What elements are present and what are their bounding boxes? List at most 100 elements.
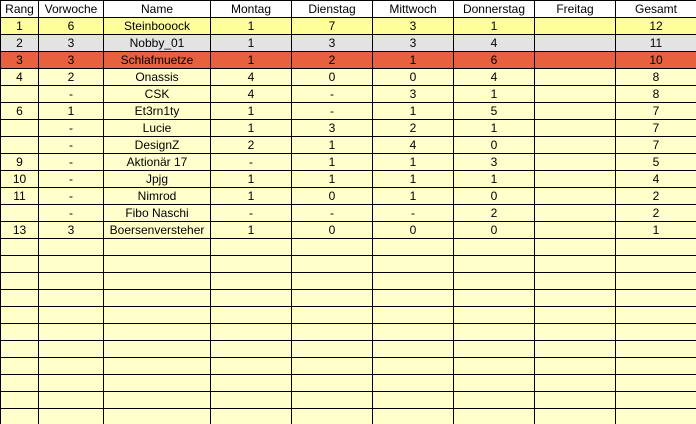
- cell[interactable]: 4: [453, 68, 535, 86]
- cell[interactable]: 10: [615, 51, 696, 69]
- empty-cell[interactable]: [453, 391, 535, 409]
- cell[interactable]: 2: [38, 68, 104, 86]
- empty-cell[interactable]: [0, 374, 39, 392]
- empty-cell[interactable]: [210, 272, 292, 290]
- cell[interactable]: [0, 85, 39, 103]
- empty-cell[interactable]: [291, 408, 373, 424]
- empty-cell[interactable]: [615, 272, 696, 290]
- cell[interactable]: 2: [291, 51, 373, 69]
- cell[interactable]: 1: [372, 187, 454, 205]
- cell[interactable]: [534, 136, 616, 154]
- cell[interactable]: 12: [615, 17, 696, 35]
- cell[interactable]: 1: [372, 51, 454, 69]
- empty-cell[interactable]: [453, 289, 535, 307]
- cell[interactable]: [534, 204, 616, 222]
- cell[interactable]: 4: [615, 170, 696, 188]
- cell[interactable]: [534, 85, 616, 103]
- cell[interactable]: [534, 187, 616, 205]
- empty-cell[interactable]: [615, 238, 696, 256]
- cell[interactable]: -: [38, 85, 104, 103]
- empty-cell[interactable]: [615, 306, 696, 324]
- empty-cell[interactable]: [453, 408, 535, 424]
- empty-cell[interactable]: [103, 374, 211, 392]
- empty-cell[interactable]: [0, 323, 39, 341]
- cell[interactable]: CSK: [103, 85, 211, 103]
- cell[interactable]: 1: [291, 170, 373, 188]
- empty-cell[interactable]: [453, 374, 535, 392]
- empty-cell[interactable]: [453, 323, 535, 341]
- empty-cell[interactable]: [372, 391, 454, 409]
- cell[interactable]: [0, 136, 39, 154]
- empty-cell[interactable]: [291, 374, 373, 392]
- column-header[interactable]: Vorwoche: [38, 0, 104, 18]
- cell[interactable]: [534, 170, 616, 188]
- cell[interactable]: 2: [453, 204, 535, 222]
- empty-cell[interactable]: [38, 408, 104, 424]
- empty-cell[interactable]: [453, 255, 535, 273]
- cell[interactable]: Schlafmuetze: [103, 51, 211, 69]
- cell[interactable]: 3: [453, 153, 535, 171]
- empty-cell[interactable]: [210, 374, 292, 392]
- cell[interactable]: -: [210, 204, 292, 222]
- empty-cell[interactable]: [615, 408, 696, 424]
- empty-cell[interactable]: [0, 272, 39, 290]
- cell[interactable]: [534, 51, 616, 69]
- cell[interactable]: 6: [0, 102, 39, 120]
- cell[interactable]: -: [38, 204, 104, 222]
- empty-cell[interactable]: [38, 306, 104, 324]
- empty-cell[interactable]: [534, 391, 616, 409]
- empty-cell[interactable]: [38, 272, 104, 290]
- cell[interactable]: Steinbooock: [103, 17, 211, 35]
- empty-cell[interactable]: [372, 272, 454, 290]
- column-header[interactable]: Freitag: [534, 0, 616, 18]
- empty-cell[interactable]: [453, 306, 535, 324]
- cell[interactable]: -: [38, 170, 104, 188]
- empty-cell[interactable]: [372, 255, 454, 273]
- column-header[interactable]: Gesamt: [615, 0, 696, 18]
- empty-cell[interactable]: [210, 340, 292, 358]
- cell[interactable]: 4: [210, 68, 292, 86]
- cell[interactable]: 6: [453, 51, 535, 69]
- cell[interactable]: 3: [0, 51, 39, 69]
- empty-cell[interactable]: [38, 255, 104, 273]
- cell[interactable]: 5: [453, 102, 535, 120]
- cell[interactable]: 7: [615, 102, 696, 120]
- empty-cell[interactable]: [372, 323, 454, 341]
- cell[interactable]: 2: [372, 119, 454, 137]
- cell[interactable]: 6: [38, 17, 104, 35]
- empty-cell[interactable]: [291, 238, 373, 256]
- empty-cell[interactable]: [210, 408, 292, 424]
- cell[interactable]: 1: [453, 119, 535, 137]
- cell[interactable]: 1: [291, 153, 373, 171]
- cell[interactable]: 4: [453, 34, 535, 52]
- cell[interactable]: 2: [615, 204, 696, 222]
- cell[interactable]: -: [210, 153, 292, 171]
- cell[interactable]: -: [291, 85, 373, 103]
- cell[interactable]: 3: [38, 221, 104, 239]
- empty-cell[interactable]: [0, 238, 39, 256]
- empty-cell[interactable]: [453, 357, 535, 375]
- empty-cell[interactable]: [210, 323, 292, 341]
- empty-cell[interactable]: [534, 408, 616, 424]
- cell[interactable]: 4: [372, 136, 454, 154]
- cell[interactable]: 1: [615, 221, 696, 239]
- cell[interactable]: -: [291, 204, 373, 222]
- empty-cell[interactable]: [103, 357, 211, 375]
- empty-cell[interactable]: [103, 238, 211, 256]
- empty-cell[interactable]: [534, 289, 616, 307]
- empty-cell[interactable]: [453, 272, 535, 290]
- cell[interactable]: 7: [615, 119, 696, 137]
- cell[interactable]: 4: [0, 68, 39, 86]
- cell[interactable]: 4: [210, 85, 292, 103]
- empty-cell[interactable]: [210, 289, 292, 307]
- cell[interactable]: [0, 119, 39, 137]
- empty-cell[interactable]: [615, 357, 696, 375]
- column-header[interactable]: Rang: [0, 0, 39, 18]
- cell[interactable]: 11: [0, 187, 39, 205]
- cell[interactable]: 1: [210, 221, 292, 239]
- cell[interactable]: 7: [291, 17, 373, 35]
- empty-cell[interactable]: [210, 357, 292, 375]
- cell[interactable]: 1: [453, 85, 535, 103]
- empty-cell[interactable]: [291, 272, 373, 290]
- cell[interactable]: Lucie: [103, 119, 211, 137]
